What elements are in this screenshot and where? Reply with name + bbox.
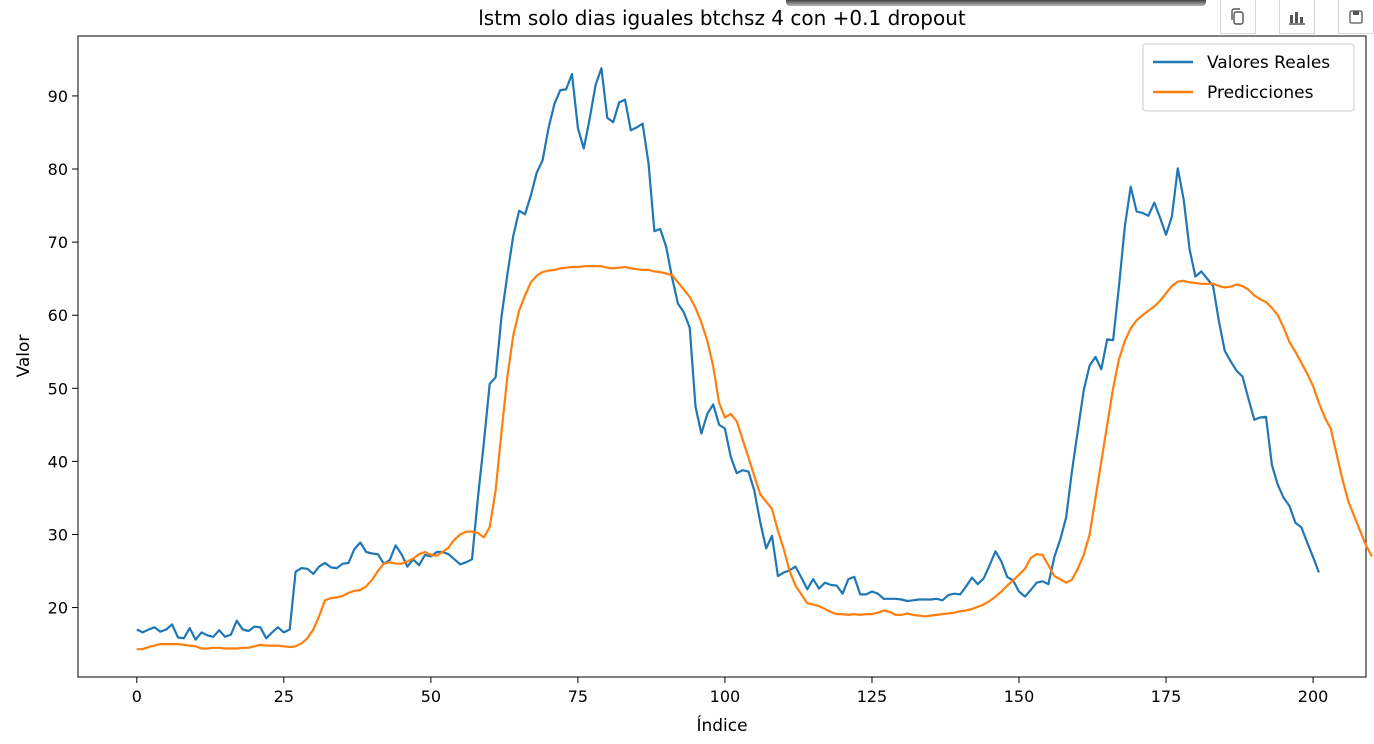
axes-frame	[77, 35, 1367, 678]
x-tick-label: 0	[132, 687, 142, 706]
series-line-1	[136, 265, 1373, 651]
x-tick-label: 50	[421, 687, 441, 706]
y-tick-label: 20	[48, 599, 68, 618]
y-ticks: 20 30 40 50 60 70 80 90	[48, 87, 78, 618]
y-axis-label: Valor	[14, 335, 34, 378]
lines-layer	[136, 67, 1373, 651]
bar-chart-icon	[1289, 11, 1305, 25]
x-tick-label: 75	[568, 687, 588, 706]
x-axis-label: Índice	[696, 714, 747, 736]
copy-button[interactable]	[1220, 0, 1256, 34]
y-tick-label: 70	[48, 233, 68, 252]
y-tick-label: 30	[48, 525, 68, 544]
overlay-tab-edge	[786, 0, 1206, 6]
legend-box	[1142, 43, 1355, 112]
legend: Valores Reales Predicciones	[1142, 43, 1355, 112]
y-tick-label: 80	[48, 160, 68, 179]
chart-title: lstm solo dias iguales btchsz 4 con +0.1…	[478, 6, 966, 30]
legend-label-pred: Predicciones	[1207, 83, 1314, 103]
floppy-save-icon	[1349, 9, 1363, 24]
y-tick-label: 40	[48, 452, 68, 471]
y-tick-label: 90	[48, 87, 68, 106]
chart-view-button[interactable]	[1279, 0, 1315, 34]
x-ticks: 0 25 50 75 100 125 150 175 200	[132, 677, 1329, 706]
x-tick-label: 200	[1298, 687, 1329, 706]
x-tick-label: 100	[710, 687, 741, 706]
x-tick-label: 25	[274, 687, 294, 706]
legend-label-real: Valores Reales	[1207, 53, 1330, 73]
y-tick-label: 50	[48, 379, 68, 398]
x-tick-label: 175	[1151, 687, 1182, 706]
x-tick-label: 150	[1004, 687, 1035, 706]
save-button[interactable]	[1338, 0, 1374, 34]
y-tick-label: 60	[48, 306, 68, 325]
copy-icon	[1231, 7, 1244, 25]
series-line-0	[136, 67, 1320, 641]
x-tick-label: 125	[857, 687, 888, 706]
